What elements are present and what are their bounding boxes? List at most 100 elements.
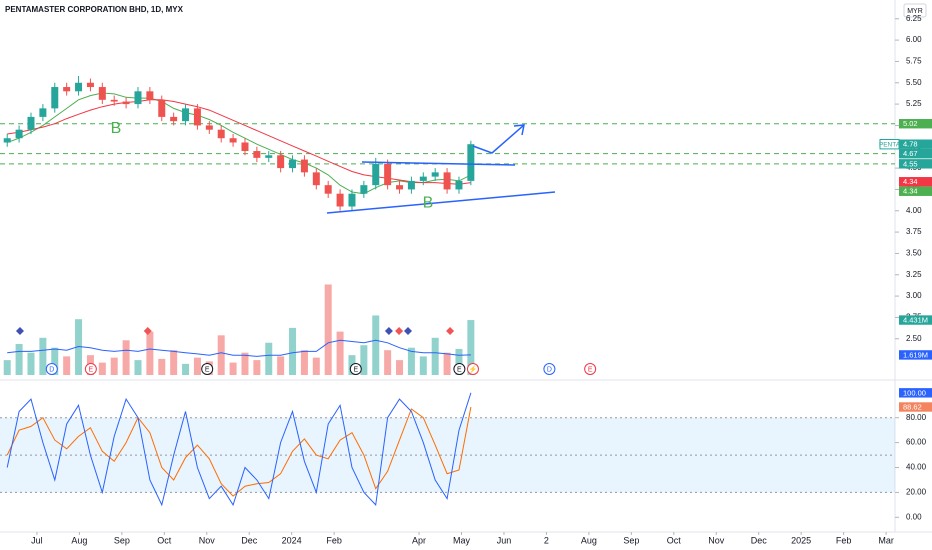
candle-body <box>407 180 415 190</box>
y-tick-label: 2.50 <box>906 334 922 343</box>
candle-body <box>15 129 23 139</box>
candle-body <box>122 101 130 105</box>
y-tick-label: 20.00 <box>906 488 927 497</box>
candle-body <box>182 108 190 122</box>
drawings <box>326 124 556 214</box>
candle-body <box>158 99 166 117</box>
y-tick-label: 6.25 <box>906 14 922 23</box>
volume-bar <box>372 315 380 375</box>
x-tick-label: Dec <box>241 535 258 545</box>
volume-bar <box>300 350 308 375</box>
price-tag-bg <box>899 119 932 129</box>
y-tick-label: 3.50 <box>906 249 922 258</box>
x-tick-label: Aug <box>71 535 87 545</box>
currency-box[interactable] <box>903 3 927 18</box>
candle-body <box>229 138 237 143</box>
candle-body <box>146 91 154 100</box>
volume-bar <box>15 344 23 375</box>
candle-body <box>419 176 427 181</box>
x-tick-label: Feb <box>836 535 852 545</box>
price-tag: 4.34 <box>903 177 918 186</box>
price-tag-bg <box>899 177 932 187</box>
volume-bar <box>289 327 297 375</box>
y-tick-label: 5.50 <box>906 78 922 87</box>
signal-diamond <box>143 327 152 335</box>
symbol-tag: PENTA <box>879 141 901 148</box>
symbol-tag-bg <box>879 139 900 150</box>
candle-body <box>396 185 404 190</box>
candle-body <box>98 87 106 100</box>
event-label: E <box>457 366 462 373</box>
candle-body <box>277 155 285 169</box>
volume-bar <box>277 356 285 375</box>
y-tick-label: 4.00 <box>906 206 922 215</box>
volume-bar <box>360 345 368 375</box>
chart-title: PENTAMASTER CORPORATION BHD, 1D, MYX <box>5 5 184 14</box>
event-label: E <box>205 366 210 373</box>
stoch-k <box>6 392 472 507</box>
candle-body <box>205 125 213 130</box>
candle-body <box>134 91 142 105</box>
volume-bar <box>407 347 415 375</box>
x-tick-label: Nov <box>708 535 725 545</box>
volume-bar <box>27 352 35 375</box>
volume-bar <box>265 342 273 375</box>
price-tag: 4.34 <box>903 187 918 196</box>
candle-body <box>312 172 320 186</box>
volume-tag-bg <box>899 315 932 325</box>
event-label: D <box>547 366 552 373</box>
candle-body <box>431 172 439 177</box>
volume-bar <box>75 319 83 375</box>
x-tick-label: Oct <box>667 535 682 545</box>
x-tick-label: 2024 <box>282 535 302 545</box>
volume-bar <box>63 356 71 375</box>
event-label: D <box>49 366 54 373</box>
candle-body <box>170 116 178 122</box>
volume-bar <box>98 362 106 375</box>
volume-bar <box>193 357 201 375</box>
volume-bar <box>419 356 427 375</box>
volume-bar <box>170 350 178 375</box>
x-tick-label: Feb <box>326 535 342 545</box>
event-label: ⚡ <box>469 364 478 373</box>
event-label: E <box>89 366 94 373</box>
volume-bar <box>39 337 47 375</box>
volume-ma-tag-bg <box>899 350 932 360</box>
price-tag-bg <box>899 159 932 169</box>
candle-body <box>241 142 249 152</box>
volume-bar <box>336 331 344 375</box>
volume-bar <box>217 335 225 375</box>
event-marker <box>201 363 214 375</box>
y-tick-label: 60.00 <box>906 438 927 447</box>
candle-body <box>336 193 344 207</box>
volume-bar <box>241 352 249 375</box>
x-tick-label: Aug <box>581 535 597 545</box>
x-tick-label: Oct <box>157 535 172 545</box>
event-marker <box>466 363 479 375</box>
volume-bar <box>467 320 475 375</box>
volume-bar <box>229 362 237 375</box>
volume-bar <box>384 350 392 375</box>
currency[interactable]: MYR <box>907 8 923 15</box>
event-label: E <box>588 366 593 373</box>
x-tick-label: Dec <box>751 535 768 545</box>
signal-diamond <box>446 327 455 335</box>
volume-bar <box>455 348 463 375</box>
price-tag: 4.55 <box>903 159 918 168</box>
x-tick-label: Nov <box>199 535 216 545</box>
y-tick-label: 80.00 <box>906 413 927 422</box>
candle-body <box>300 159 308 173</box>
volume-bar <box>3 360 11 375</box>
moving-average <box>7 92 472 195</box>
x-tick-label: 2025 <box>791 535 811 545</box>
stoch-k-tag-bg <box>899 388 932 398</box>
candle-body <box>467 144 475 181</box>
price-tag-bg <box>899 139 932 149</box>
arrow-head <box>513 124 525 136</box>
candle-body <box>324 185 332 194</box>
event-marker <box>349 363 362 375</box>
volume-bar <box>51 347 59 375</box>
volume-bar <box>431 337 439 375</box>
volume-bar <box>312 357 320 375</box>
